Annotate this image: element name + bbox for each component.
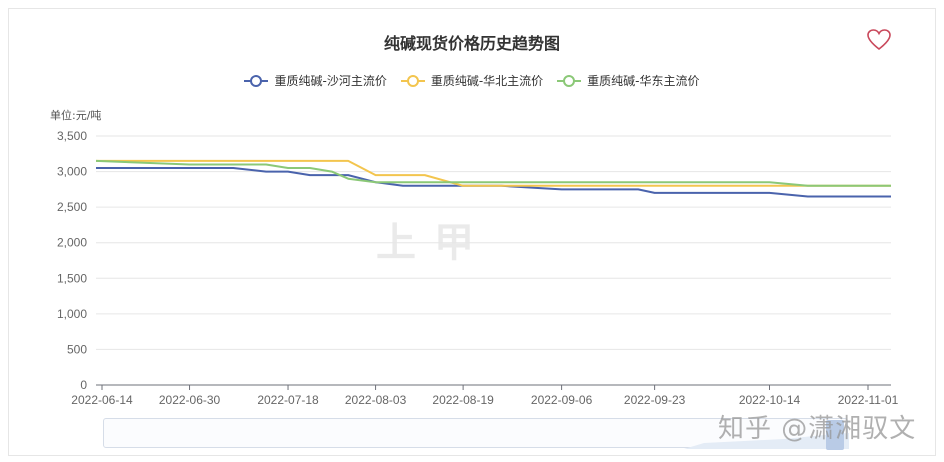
legend-line-marker-icon: [557, 74, 582, 87]
chart-card: [8, 8, 936, 456]
x-tick-label: 2022-09-23: [624, 393, 686, 407]
legend-line-marker-icon: [400, 74, 425, 87]
y-axis-ticks: 3,500 3,000 2,500 2,000 1,500 1,000 500 0: [57, 129, 87, 392]
legend-label: 重质纯碱-华北主流价: [430, 74, 544, 88]
series-line[interactable]: [96, 159, 891, 187]
legend-line-marker-icon: [244, 74, 269, 87]
y-tick-label: 1,000: [57, 307, 87, 321]
y-tick-label: 2,500: [57, 200, 87, 214]
y-tick-label: 3,000: [57, 165, 87, 179]
legend-item-huadong[interactable]: 重质纯碱-华东主流价: [557, 72, 700, 89]
zhihu-watermark: 知乎 @潇湘驭文: [718, 414, 917, 444]
series-line[interactable]: [95, 159, 891, 187]
x-tick-label: 2022-10-14: [739, 393, 801, 407]
heart-outline-icon: [867, 29, 891, 51]
x-tick-label: 2022-08-19: [432, 393, 494, 407]
x-tick-label: 2022-09-06: [531, 393, 593, 407]
x-tick-label: 2022-11-01: [838, 393, 899, 407]
y-tick-label: 1,500: [57, 271, 87, 285]
y-axis-unit-label: 单位:元/吨: [50, 109, 102, 122]
y-tick-label: 2,000: [57, 236, 87, 250]
y-tick-label: 3,500: [57, 129, 87, 143]
legend-item-shahe[interactable]: 重质纯碱-沙河主流价: [244, 72, 387, 89]
legend-item-huabei[interactable]: 重质纯碱-华北主流价: [400, 72, 544, 89]
x-tick-label: 2022-07-18: [257, 393, 319, 407]
y-tick-label: 500: [67, 342, 87, 356]
legend-label: 重质纯碱-华东主流价: [587, 74, 700, 88]
series-line[interactable]: [96, 167, 891, 198]
datazoom-preview: [684, 433, 849, 449]
x-tick-label: 2022-08-03: [345, 393, 407, 407]
series-lines: [95, 159, 891, 198]
datazoom-handle[interactable]: [826, 420, 844, 450]
x-axis: 2022-06-14 2022-06-30 2022-07-18 2022-08-03…: [71, 384, 899, 407]
favorite-button[interactable]: [866, 28, 892, 52]
grid-lines: [96, 135, 891, 350]
chart-legend: 重质纯碱-沙河主流价 重质纯碱-华北主流价 重质纯碱-华东主流价: [0, 72, 944, 89]
x-tick-label: 2022-06-14: [71, 393, 133, 407]
chart-title: 纯碱现货价格历史趋势图: [383, 34, 560, 53]
y-tick-label: 0: [80, 378, 87, 392]
x-tick-label: 2022-06-30: [159, 393, 221, 407]
datazoom-slider[interactable]: [103, 418, 849, 449]
legend-label: 重质纯碱-沙河主流价: [274, 74, 387, 88]
